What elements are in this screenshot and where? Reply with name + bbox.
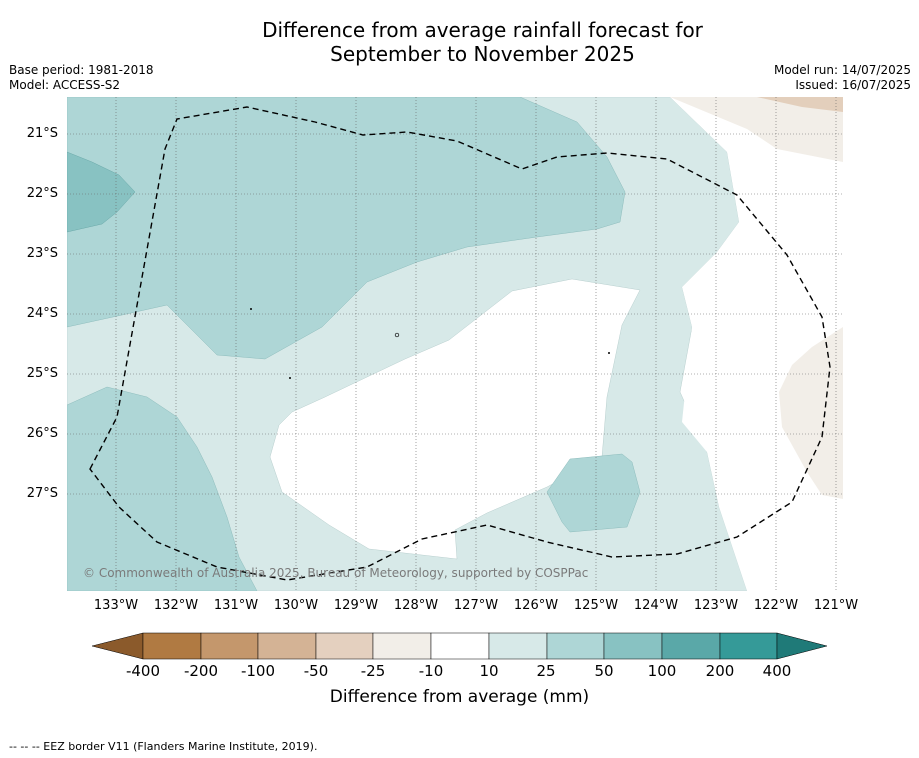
base-period: Base period: 1981-2018 bbox=[9, 63, 154, 77]
contour-25-50-southwest bbox=[67, 386, 258, 591]
colorbar-swatch-4 bbox=[315, 632, 374, 660]
colorbar-swatch-1 bbox=[142, 632, 202, 660]
colorbar-tick-minus200: -200 bbox=[183, 662, 219, 680]
lon-label-125w: 125°W bbox=[573, 598, 619, 613]
colorbar-tick-minus25: -25 bbox=[360, 662, 386, 680]
colorbar-swatch-10 bbox=[661, 632, 721, 660]
colorbar-swatch-5 bbox=[372, 632, 432, 660]
lon-label-128w: 128°W bbox=[393, 598, 439, 613]
contour-neg-10-25-north bbox=[670, 97, 843, 162]
colorbar-max-arrow bbox=[776, 632, 828, 660]
colorbar-swatch-6 bbox=[430, 632, 490, 660]
lon-label-122w: 122°W bbox=[753, 598, 799, 613]
copyright-notice: © Commonwealth of Australia 2025, Bureau… bbox=[83, 566, 589, 580]
map-title: Difference from average rainfall forecas… bbox=[0, 18, 919, 66]
lon-label-124w: 124°W bbox=[633, 598, 679, 613]
lat-label-26s: 26°S bbox=[26, 426, 58, 441]
contour-25-50-southeast bbox=[546, 453, 641, 533]
graticule bbox=[67, 97, 843, 591]
model-name: Model: ACCESS-S2 bbox=[9, 78, 121, 92]
lat-label-23s: 23°S bbox=[26, 246, 58, 261]
colorbar-swatch-9 bbox=[603, 632, 663, 660]
colorbar-tick-minus400: -400 bbox=[125, 662, 161, 680]
colorbar-tick-200: 200 bbox=[705, 662, 735, 680]
rainfall-map bbox=[67, 97, 843, 591]
colorbar-label: Difference from average (mm) bbox=[329, 687, 590, 707]
contour-neutral-hole bbox=[269, 278, 641, 560]
colorbar-svg bbox=[91, 632, 828, 660]
colorbar-tick-50: 50 bbox=[594, 662, 614, 680]
lon-label-127w: 127°W bbox=[453, 598, 499, 613]
contour-50-100 bbox=[67, 151, 136, 233]
eez-border bbox=[89, 106, 831, 581]
title-line-1: Difference from average rainfall forecas… bbox=[262, 18, 703, 42]
colorbar-tick-10: 10 bbox=[479, 662, 499, 680]
colorbar-tick-minus100: -100 bbox=[240, 662, 276, 680]
colorbar-min-arrow bbox=[91, 632, 144, 660]
islands bbox=[250, 308, 610, 379]
colorbar bbox=[91, 632, 828, 664]
lon-label-131w: 131°W bbox=[213, 598, 259, 613]
lat-label-24s: 24°S bbox=[26, 306, 58, 321]
model-run: Model run: 14/07/2025 bbox=[773, 63, 911, 77]
lat-label-27s: 27°S bbox=[26, 486, 58, 501]
lon-label-123w: 123°W bbox=[693, 598, 739, 613]
contour-neg-10-25-east bbox=[779, 327, 843, 499]
lon-label-126w: 126°W bbox=[513, 598, 559, 613]
colorbar-tick-minus50: -50 bbox=[303, 662, 329, 680]
colorbar-tick-400: 400 bbox=[762, 662, 792, 680]
eez-footnote: -- -- -- EEZ border V11 (Flanders Marine… bbox=[9, 740, 318, 753]
lon-label-130w: 130°W bbox=[273, 598, 319, 613]
lat-label-21s: 21°S bbox=[26, 126, 58, 141]
map-canvas bbox=[67, 97, 843, 591]
contour-neutral-east bbox=[670, 97, 843, 591]
colorbar-swatch-2 bbox=[200, 632, 259, 660]
lon-label-133w: 133°W bbox=[93, 598, 139, 613]
lon-label-121w: 121°W bbox=[813, 598, 859, 613]
title-line-2: September to November 2025 bbox=[330, 42, 635, 66]
contour-25-50-main bbox=[67, 97, 626, 360]
lat-label-22s: 22°S bbox=[26, 186, 58, 201]
colorbar-swatch-3 bbox=[257, 632, 317, 660]
meta-left: Base period: 1981-2018 Model: ACCESS-S2 bbox=[9, 63, 154, 93]
issued-date: Issued: 16/07/2025 bbox=[795, 78, 911, 92]
colorbar-swatch-8 bbox=[546, 632, 605, 660]
lon-label-132w: 132°W bbox=[153, 598, 199, 613]
contour-neg-25-50-north bbox=[757, 97, 843, 112]
colorbar-tick-100: 100 bbox=[647, 662, 677, 680]
lat-label-25s: 25°S bbox=[26, 366, 58, 381]
colorbar-swatch-11 bbox=[719, 632, 778, 660]
meta-right: Model run: 14/07/2025 Issued: 16/07/2025 bbox=[774, 63, 911, 93]
colorbar-tick-25: 25 bbox=[536, 662, 556, 680]
colorbar-tick-minus10: -10 bbox=[418, 662, 444, 680]
lon-label-129w: 129°W bbox=[333, 598, 379, 613]
colorbar-swatch-7 bbox=[488, 632, 548, 660]
